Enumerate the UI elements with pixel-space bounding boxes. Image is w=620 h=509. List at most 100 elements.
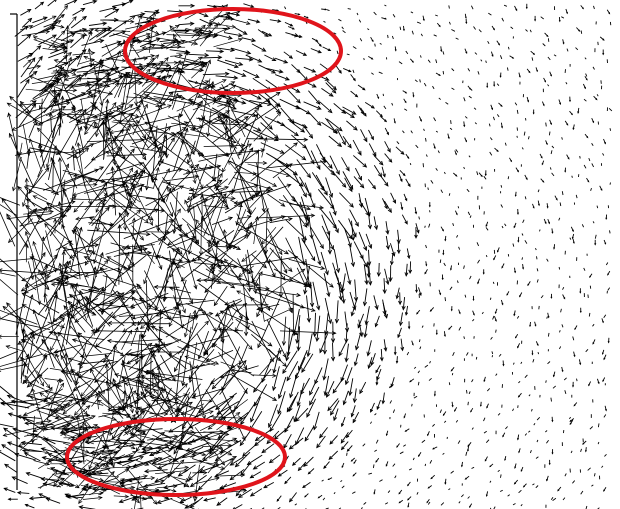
field-arrow-head [92,94,98,99]
field-arrow-head [202,86,208,91]
field-arrow-head [21,416,27,422]
field-arrow-head [566,123,569,126]
field-arrow-head [451,404,454,408]
field-arrow-head [389,261,394,266]
field-arrow [400,338,404,351]
field-arrow-head [383,313,389,319]
field-arrow-head [23,25,29,30]
field-arrow [597,441,600,445]
field-arrow-head [36,127,42,133]
field-arrow [136,26,154,35]
field-arrow [72,146,75,171]
field-arrow [277,506,281,509]
field-arrow-head [300,128,306,133]
field-arrow [31,254,41,305]
field-arrow-head [177,309,182,315]
field-arrow-head [232,506,235,509]
field-arrow [186,179,223,204]
field-arrow-head [5,345,11,350]
field-arrow-head [131,217,137,223]
field-arrow-head [584,450,587,453]
field-arrow [379,479,383,482]
field-arrow [274,57,288,64]
field-arrow-head [168,448,173,453]
field-arrow-head [230,284,236,289]
field-arrow-head [537,203,540,207]
field-arrow [67,288,100,299]
field-arrow-head [500,126,504,129]
field-arrow [87,90,101,98]
field-arrow-head [124,382,129,387]
field-arrow-head [68,56,73,62]
field-arrow [448,21,451,25]
field-arrow-head [323,190,328,196]
field-arrow [155,489,170,492]
field-arrow [305,21,308,25]
field-arrow [507,46,510,50]
field-arrow [118,127,153,137]
field-arrow-head [117,267,122,273]
field-arrow [265,160,327,169]
field-arrow [208,198,225,248]
field-arrow [592,66,595,70]
field-arrow [32,16,48,24]
field-arrow-head [120,478,125,483]
field-arrow-head [222,229,227,234]
field-arrow-head [91,414,96,419]
field-arrow [114,373,167,391]
field-arrow [147,126,171,150]
field-arrow-head [139,62,143,67]
field-arrow-head [395,295,400,300]
field-arrow [95,291,136,333]
field-arrow [29,201,75,213]
field-arrow [569,416,571,420]
field-arrow-head [152,343,158,348]
field-arrow [54,59,69,65]
field-arrow [241,37,256,42]
field-arrow [34,1,44,10]
field-arrow [157,497,173,504]
field-arrow [213,260,234,280]
field-arrow-head [498,43,501,46]
field-arrow [405,50,409,55]
field-arrow [122,390,126,410]
field-arrow-head [430,477,433,480]
field-arrow-head [454,409,456,412]
field-arrow-head [6,441,12,446]
field-arrow [359,381,367,394]
field-arrow [324,375,330,396]
field-arrow-head [73,411,79,416]
field-arrow-head [17,185,22,191]
field-arrow-head [319,433,324,439]
field-arrow [35,109,82,126]
field-arrow-head [316,121,322,126]
field-arrow [352,69,355,74]
field-arrow [588,312,591,317]
field-arrow [219,474,245,477]
field-arrow-head [548,221,550,225]
field-arrow [100,466,132,469]
field-arrow [349,378,354,396]
field-arrow [545,430,548,433]
field-arrow-head [204,320,209,326]
field-arrow-head [121,407,127,412]
field-arrow-head [130,148,135,153]
field-arrow-head [128,104,134,109]
field-arrow-head [371,39,374,43]
field-arrow [172,93,179,110]
field-arrow-head [334,228,339,234]
field-arrow [169,426,192,444]
field-arrow [172,248,190,262]
field-arrow [0,258,34,263]
field-arrow [343,227,352,247]
field-arrow [384,153,393,163]
field-arrow [341,416,346,427]
field-arrow [134,238,165,250]
field-arrow-head [0,268,3,273]
field-arrow-head [87,471,92,477]
field-arrow [121,330,133,350]
field-arrow-head [263,484,268,489]
field-arrow-head [124,494,130,499]
field-arrow [302,481,311,488]
field-arrow-head [28,24,34,29]
